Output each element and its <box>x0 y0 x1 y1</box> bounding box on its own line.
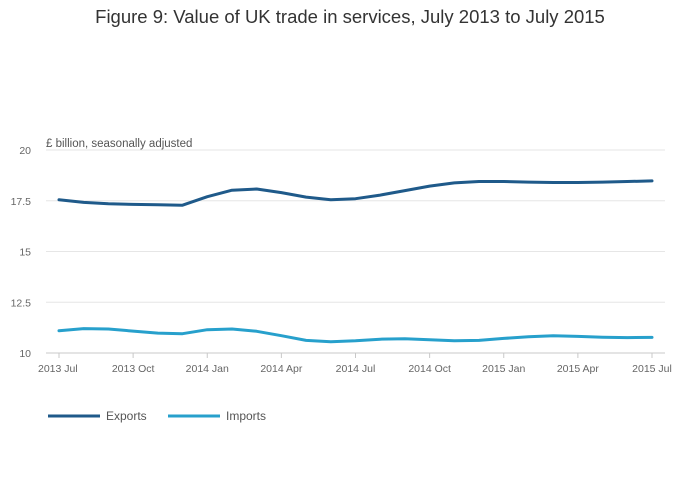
y-axis-label: £ billion, seasonally adjusted <box>46 138 192 150</box>
legend-item-exports[interactable]: Exports <box>48 409 147 423</box>
legend-label: Imports <box>226 409 266 423</box>
series-line-exports[interactable] <box>57 179 654 207</box>
gridlines <box>46 149 665 303</box>
series <box>57 179 654 344</box>
x-tick-label: 2013 Jul <box>38 363 78 375</box>
legend-label: Exports <box>106 409 147 423</box>
x-tick-label: 2015 Jan <box>482 363 525 375</box>
legend-item-imports[interactable]: Imports <box>168 409 266 423</box>
y-tick-label: 20 <box>19 145 31 157</box>
x-tick-label: 2014 Jan <box>186 363 229 375</box>
legend[interactable]: Exports Imports <box>48 409 266 423</box>
x-tick-label: 2014 Oct <box>408 363 451 375</box>
x-tick-label: 2014 Jul <box>336 363 376 375</box>
y-tick-label: 12.5 <box>11 297 32 309</box>
x-tick-label: 2015 Apr <box>557 363 600 375</box>
x-tick-label: 2013 Oct <box>112 363 155 375</box>
x-axis-ticks: 2013 Jul 2013 Oct 2014 Jan 2014 Apr 2014 Jul… <box>38 353 672 375</box>
y-axis-ticks: 20 17.5 15 12.5 10 <box>11 145 32 360</box>
chart-title: Figure 9: Value of UK trade in services,… <box>95 6 605 27</box>
x-tick-label: 2014 Apr <box>260 363 303 375</box>
y-tick-label: 15 <box>19 247 31 259</box>
y-tick-label: 17.5 <box>11 196 32 208</box>
series-line-imports[interactable] <box>57 327 654 344</box>
y-tick-label: 10 <box>19 348 31 360</box>
x-tick-label: 2015 Jul <box>632 363 672 375</box>
